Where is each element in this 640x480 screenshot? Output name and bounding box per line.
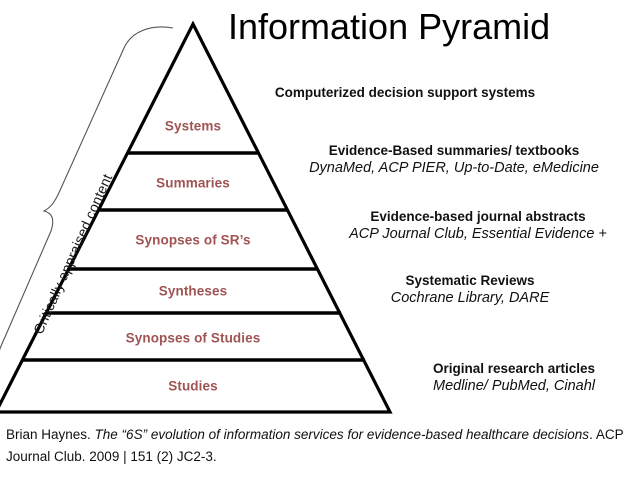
annotation-examples: Cochrane Library, DARE xyxy=(390,290,550,307)
tier-label-systems: Systems xyxy=(164,118,222,134)
annotation-examples: ACP Journal Club, Essential Evidence + xyxy=(349,226,607,243)
annotation-heading: Original research articles xyxy=(432,361,596,376)
citation-author: Brian Haynes. xyxy=(6,427,95,442)
curly-brace xyxy=(0,26,174,351)
annotation-examples: DynaMed, ACP PIER, Up-to-Date, eMedicine xyxy=(309,160,599,177)
citation: Brian Haynes. The “6S” evolution of info… xyxy=(6,424,626,469)
annotation-summaries: Evidence-Based summaries/ textbooks Dyna… xyxy=(309,142,599,178)
annotation-examples: Medline/ PubMed, Cinahl xyxy=(432,378,595,395)
pyramid-outline xyxy=(0,20,393,414)
tier-label-synopses-of-srs: Synopses of SR’s xyxy=(135,232,251,248)
citation-source: . ACP Journal Club. 2009 | 151 (2) JC2-3… xyxy=(6,427,624,465)
tier-label-studies: Studies xyxy=(168,378,218,394)
annotation-syntheses: Systematic Reviews Cochrane Library, DAR… xyxy=(391,272,550,308)
annotation-synopses-of-srs: Evidence-based journal abstracts ACP Jou… xyxy=(349,208,607,244)
citation-article-title: The “6S” evolution of information servic… xyxy=(94,427,590,442)
annotation-heading: Computerized decision support systems xyxy=(274,85,536,100)
annotation-heading: Evidence-Based summaries/ textbooks xyxy=(328,143,580,158)
tier-label-synopses-of-studies: Synopses of Studies xyxy=(125,330,261,346)
annotation-heading: Systematic Reviews xyxy=(405,273,535,288)
tier-label-summaries: Summaries xyxy=(156,175,230,191)
annotation-heading: Evidence-based journal abstracts xyxy=(370,209,586,224)
tier-label-syntheses: Syntheses xyxy=(158,283,228,299)
annotation-studies: Original research articles Medline/ PubM… xyxy=(433,360,595,396)
page-title: Information Pyramid xyxy=(228,6,551,47)
annotation-systems: Computerized decision support systems xyxy=(275,84,535,101)
